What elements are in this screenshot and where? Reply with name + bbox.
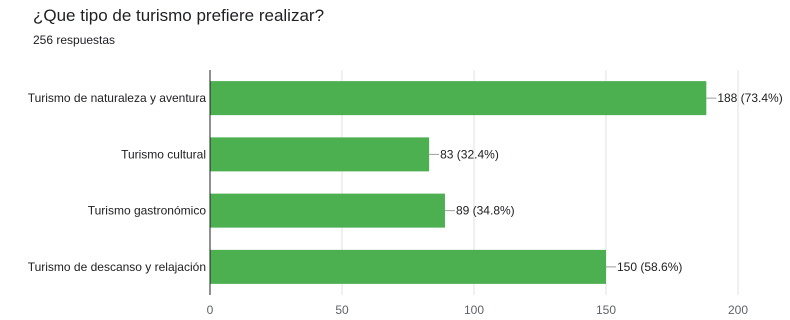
category-label: Turismo cultural — [121, 147, 206, 161]
x-tick-label: 0 — [207, 303, 214, 317]
value-label: 89 (34.8%) — [456, 204, 515, 218]
bar — [210, 249, 606, 284]
value-label: 83 (32.4%) — [440, 147, 499, 161]
question-title: ¿Que tipo de turismo prefiere realizar? — [33, 6, 325, 25]
bar — [210, 137, 430, 172]
x-tick-label: 100 — [464, 303, 484, 317]
category-label: Turismo de naturaleza y aventura — [28, 91, 207, 105]
response-count: 256 respuestas — [33, 33, 116, 47]
bars — [210, 81, 707, 284]
value-label: 188 (73.4%) — [717, 91, 782, 105]
value-label: 150 (58.6%) — [617, 260, 682, 274]
category-label: Turismo gastronómico — [88, 204, 207, 218]
bar — [210, 81, 707, 116]
labels: 0 50 100 150 200 Turismo de naturaleza y aven… — [28, 91, 783, 317]
x-tick-label: 150 — [596, 303, 616, 317]
x-tick-label: 50 — [335, 303, 349, 317]
category-label: Turismo de descanso y relajación — [28, 260, 206, 274]
x-tick-label: 200 — [728, 303, 748, 317]
bar — [210, 193, 445, 228]
